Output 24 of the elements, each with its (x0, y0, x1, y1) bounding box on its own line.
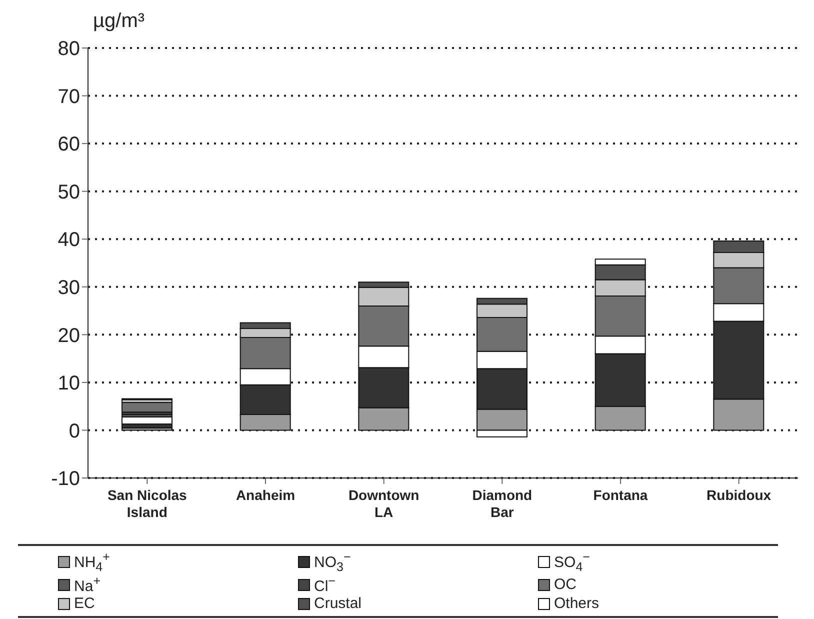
legend-label: Na$^{+}$ (74, 574, 100, 595)
y-tick-label: 50 (58, 181, 80, 204)
x-tick-label: Downtown LA (348, 487, 420, 520)
x-tick-label: Diamond Bar (472, 487, 532, 520)
y-tick-label: 20 (58, 324, 80, 347)
y-tick-label: 70 (58, 86, 80, 108)
y-tick-label: 60 (58, 134, 80, 156)
x-tick-label: San Nicolas Island (107, 487, 188, 520)
x-tick-label: Rubidoux (706, 487, 772, 503)
y-tick-label: 80 (58, 38, 80, 60)
legend-label: Others (554, 595, 600, 612)
legend-label: Cl$^{−}$ (314, 574, 336, 595)
y-tick-label: 40 (58, 229, 80, 252)
legend-label: OC (554, 576, 576, 593)
bar (122, 402, 172, 413)
y-tick-label: -10 (51, 468, 80, 490)
y-axis-title: µg/m³ (93, 10, 145, 33)
legend-label: Crustal (314, 595, 362, 612)
y-tick-label: 30 (58, 276, 80, 299)
x-tick-label: Fontana (593, 487, 648, 503)
y-tick-label: 10 (58, 372, 80, 395)
legend-label: EC (74, 595, 95, 612)
x-tick-label: Anaheim (236, 487, 296, 503)
y-tick-label: 0 (68, 420, 80, 442)
